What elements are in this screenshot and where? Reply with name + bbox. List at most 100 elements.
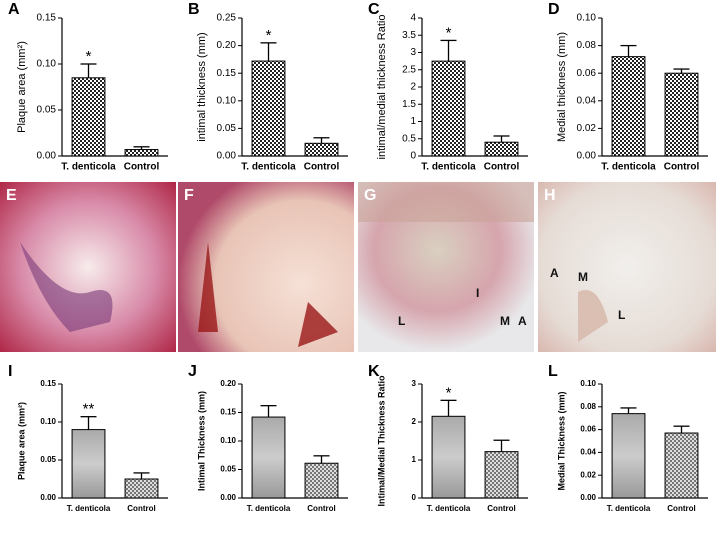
x-tick-label: T. denticola — [607, 504, 651, 513]
x-tick-label: Control — [484, 162, 520, 173]
bar — [71, 77, 106, 157]
chart-panel: L Medial Thickness (mm) 0.00 0.02 0.04 0.06 0.… — [548, 363, 708, 513]
tissue — [20, 242, 113, 332]
bar — [304, 462, 339, 499]
bar — [71, 429, 106, 499]
bar — [124, 149, 159, 157]
y-tick-label: 0.06 — [580, 425, 596, 434]
bar — [431, 415, 466, 499]
y-tick-label: 1 — [412, 455, 417, 464]
y-tick-label: 0.00 — [580, 493, 596, 502]
y-tick-label: 0.20 — [220, 379, 236, 388]
tissue — [298, 302, 338, 347]
y-tick-label: 0.10 — [220, 436, 236, 445]
y-tick-label: 0.05 — [220, 465, 236, 474]
y-axis-label: Intimal/Medial Thickness Ratio — [376, 375, 386, 507]
y-tick-label: 0.15 — [37, 13, 57, 24]
significance: * — [86, 48, 92, 65]
x-tick-label: Control — [664, 162, 700, 173]
panel-letter: H — [544, 187, 556, 204]
y-tick-label: 0.08 — [577, 40, 597, 51]
region-label: M — [578, 270, 588, 284]
y-tick-label: 0.04 — [577, 95, 597, 106]
y-tick-label: 0.00 — [577, 151, 597, 162]
y-tick-label: 0.20 — [217, 40, 237, 51]
y-tick-label: 3.5 — [402, 30, 416, 41]
x-tick-label: T. denticola — [427, 504, 471, 513]
panel-letter: C — [368, 1, 380, 18]
panel-letter: L — [548, 363, 558, 380]
region-label: A — [550, 266, 559, 280]
y-axis-label: Medial thickness (mm) — [556, 32, 568, 142]
tissue — [578, 290, 608, 342]
panel-letter: D — [548, 1, 560, 18]
y-tick-label: 0.08 — [580, 402, 596, 411]
x-tick-label: Control — [124, 162, 160, 173]
y-tick-label: 0.10 — [37, 59, 57, 70]
tissue — [198, 242, 218, 332]
y-tick-label: 0.15 — [217, 68, 237, 79]
micrograph-image — [538, 182, 716, 352]
micrograph: G L I M A — [358, 182, 534, 352]
micrograph: F — [178, 182, 354, 352]
y-tick-label: 0.02 — [577, 123, 597, 134]
bar — [124, 478, 159, 499]
y-tick-label: 0 — [410, 151, 416, 162]
y-tick-label: 0.15 — [40, 379, 56, 388]
significance: * — [446, 384, 452, 401]
y-tick-label: 0.06 — [577, 68, 597, 79]
micrograph: E — [0, 182, 176, 352]
bar — [664, 432, 699, 499]
y-axis-label: Plaque area (mm²) — [16, 402, 26, 480]
x-tick-label: Control — [304, 162, 340, 173]
x-tick-label: Control — [307, 504, 335, 513]
y-tick-label: 2 — [410, 82, 416, 93]
y-tick-label: 1 — [410, 116, 416, 127]
bar — [611, 56, 646, 157]
panel-letter: I — [8, 363, 12, 380]
chart-panel: A Plaque area (mm²) 0.00 0.05 0.10 0.15 T. den… — [8, 1, 168, 173]
panel-letter: K — [368, 363, 380, 380]
y-tick-label: 1.5 — [402, 99, 416, 110]
panel-letter: G — [364, 187, 376, 204]
bar — [484, 141, 519, 157]
y-tick-label: 0.25 — [217, 13, 237, 24]
bar — [484, 451, 519, 499]
y-tick-label: 0.05 — [37, 105, 57, 116]
y-axis-label: Plaque area (mm²) — [16, 41, 28, 133]
bar — [304, 142, 339, 157]
y-tick-label: 0.05 — [217, 123, 237, 134]
panel-letter: F — [184, 187, 194, 204]
significance: * — [446, 24, 452, 41]
y-tick-label: 0.02 — [580, 470, 596, 479]
x-tick-label: Control — [667, 504, 695, 513]
region-label: M — [500, 314, 510, 328]
y-axis-label: Intimal Thickness (mm) — [196, 391, 206, 491]
significance: * — [266, 27, 272, 44]
bar — [664, 72, 699, 157]
x-tick-label: Control — [487, 504, 515, 513]
y-tick-label: 3 — [410, 47, 416, 58]
y-tick-label: 0.10 — [40, 417, 56, 426]
y-tick-label: 0.04 — [580, 448, 596, 457]
x-tick-label: T. denticola — [241, 162, 296, 173]
y-tick-label: 0.00 — [40, 493, 56, 502]
chart-panel: I Plaque area (mm²) 0.00 0.05 0.10 0.15 T. den… — [8, 363, 168, 513]
panel-letter: B — [188, 1, 200, 18]
y-tick-label: 0.10 — [577, 13, 597, 24]
bar — [251, 416, 286, 499]
tissue — [358, 182, 534, 222]
y-tick-label: 0.00 — [37, 151, 57, 162]
y-tick-label: 3 — [412, 379, 417, 388]
panel-letter: A — [8, 1, 20, 18]
y-tick-label: 0.10 — [217, 95, 237, 106]
panel-letter: J — [188, 363, 197, 380]
y-axis-label: intimal/medial thickness Ratio — [376, 15, 388, 160]
chart-panel: D Medial thickness (mm) 0.00 0.02 0.04 0.06 0.… — [548, 1, 708, 173]
y-tick-label: 0.00 — [220, 493, 236, 502]
y-axis-label: Medial Thickness (mm) — [556, 391, 566, 490]
bar — [251, 60, 286, 157]
bar — [611, 413, 646, 499]
